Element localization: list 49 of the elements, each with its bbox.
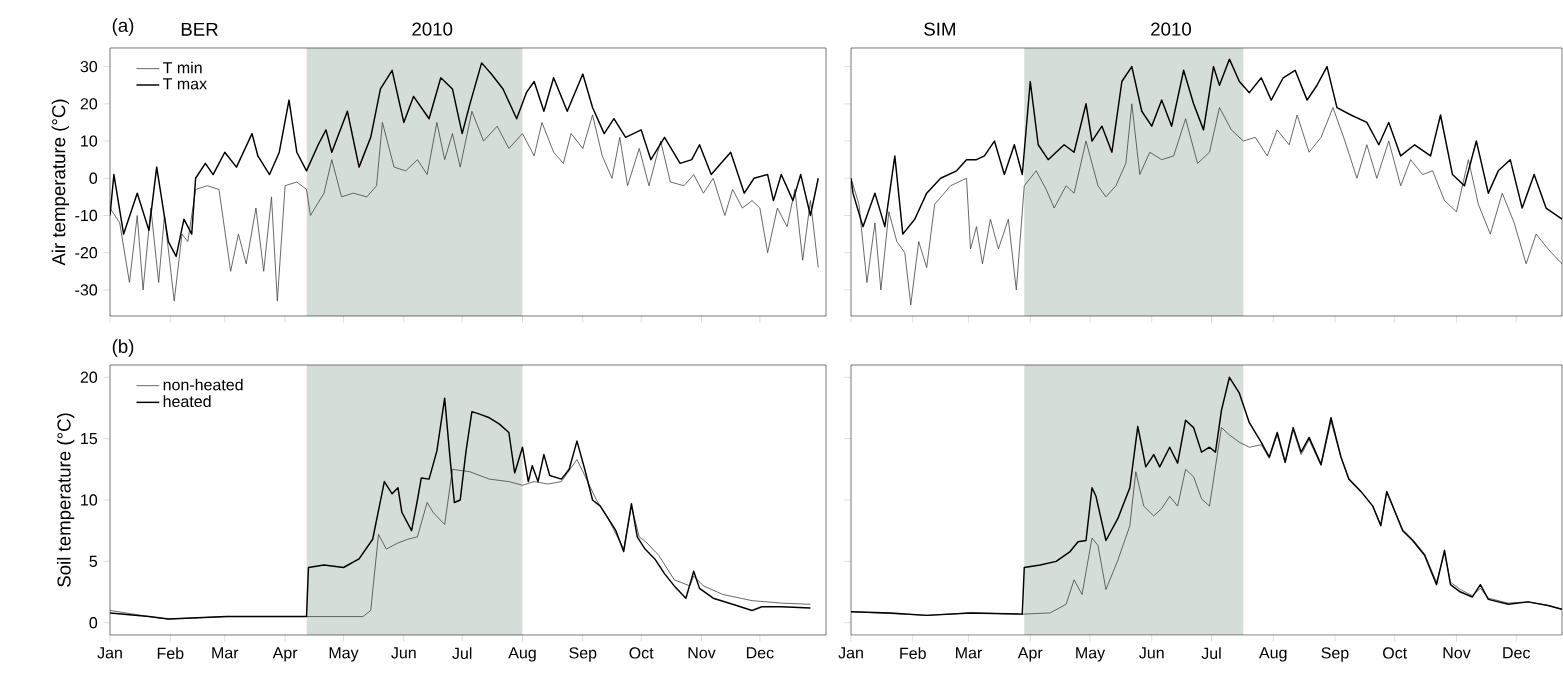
x-tick-label: Sep <box>569 647 597 662</box>
x-tick-label: Feb <box>900 647 926 659</box>
chart-title: BER <box>181 22 218 36</box>
x-tick-label: Nov <box>688 647 716 659</box>
y-tick-label: 30 <box>80 60 98 73</box>
y-tick-label: -10 <box>75 209 98 222</box>
x-tick-label: Sep <box>1321 647 1349 662</box>
y-tick-label: 10 <box>81 494 98 506</box>
x-tick-label: Jul <box>1201 647 1221 659</box>
line-series <box>110 110 819 302</box>
legend-label: T max <box>163 78 207 90</box>
x-tick-label: Mar <box>956 647 983 659</box>
x-tick-label: Feb <box>157 647 184 659</box>
y-tick-label: 10 <box>81 135 98 147</box>
x-tick-label: Mar <box>212 647 239 659</box>
x-tick-label: Jan <box>97 647 122 659</box>
legend-label: non-heated <box>163 378 243 391</box>
text: (b) <box>112 339 134 357</box>
x-tick-label: Jan <box>838 647 863 659</box>
chart-subtitle: 2010 <box>1151 22 1191 36</box>
x-tick-label: Aug <box>1259 647 1287 662</box>
legend-label: heated <box>163 395 211 408</box>
y-tick-label: 20 <box>80 98 98 110</box>
y-tick-label: 0 <box>89 172 98 184</box>
x-tick-label: Jun <box>1139 647 1164 659</box>
chart-subtitle: 2010 <box>412 22 453 36</box>
y-tick-label: -20 <box>75 247 98 259</box>
x-tick-label: Apr <box>1017 647 1043 662</box>
x-tick-label: Dec <box>1503 647 1530 659</box>
x-tick-label: Nov <box>1443 647 1471 659</box>
x-tick-label: Apr <box>272 647 298 662</box>
y-tick-label: -30 <box>75 284 98 296</box>
y-tick-label: 5 <box>89 555 98 567</box>
x-tick-label: Oct <box>629 647 654 659</box>
chart-title: SIM <box>924 22 955 36</box>
x-tick-label: May <box>1076 647 1106 662</box>
legend-label: T min <box>163 61 202 74</box>
x-tick-label: May <box>329 647 359 662</box>
text: (a) <box>112 18 134 36</box>
y-axis-title: Air temperature (°C) <box>51 99 70 266</box>
x-tick-label: Jun <box>391 647 416 659</box>
x-tick-label: Dec <box>746 647 774 659</box>
x-tick-label: Oct <box>1383 647 1408 659</box>
x-tick-label: Aug <box>508 647 536 662</box>
y-tick-label: 15 <box>81 433 98 445</box>
y-tick-label: 20 <box>80 371 98 383</box>
y-axis-title: Soil temperature (°C) <box>56 413 75 587</box>
y-tick-label: 0 <box>89 617 98 629</box>
x-tick-label: Jul <box>452 647 472 659</box>
